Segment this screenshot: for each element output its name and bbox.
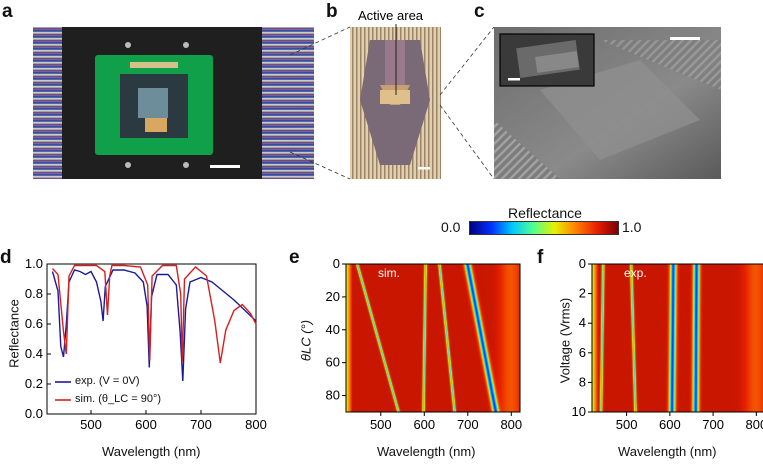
heatmap-ytick-label: 10 xyxy=(572,404,586,419)
colorbar-max-label: 1.0 xyxy=(622,219,642,235)
chart-d-ytick-label: 0.2 xyxy=(25,376,43,391)
heatmap-ytick-label: 6 xyxy=(579,345,586,360)
heatmap-ytick-label: 80 xyxy=(326,388,340,403)
heatmap-ytick-label: 60 xyxy=(326,355,340,370)
scale-bar-c xyxy=(670,37,700,40)
series-line-sim xyxy=(51,264,257,364)
heatmap-xtick-label: 700 xyxy=(702,417,724,432)
heatmap-xtick-label: 600 xyxy=(659,417,681,432)
colorbar-min-label: 0.0 xyxy=(441,219,461,235)
heatmap-ytick-label: 4 xyxy=(579,315,586,330)
chart-d-ytick-label: 0.4 xyxy=(25,346,43,361)
heatmap-frame xyxy=(345,263,521,413)
heatmap-ytick-label: 8 xyxy=(579,374,586,389)
heatmap-sim-canvas xyxy=(346,264,520,412)
chart-d-xtick-label: 700 xyxy=(190,417,212,432)
heatmap-frame xyxy=(591,263,763,413)
panel-label-d: d xyxy=(0,247,12,268)
heatmap-ytick-label: 0 xyxy=(579,256,586,271)
heatmap-xtick-label: 600 xyxy=(413,417,435,432)
chart-d-ytick-label: 0.0 xyxy=(25,406,43,421)
series-line-exp xyxy=(51,269,257,382)
heatmap-ytick-label: 20 xyxy=(326,289,340,304)
photo-chip-carrier xyxy=(33,27,314,179)
scale-bar-c-inset xyxy=(508,78,520,81)
panel-label-f: f xyxy=(537,247,544,268)
photo-device-micrograph xyxy=(350,27,441,179)
legend-entry-sim: sim. (θ_LC = 90°) xyxy=(75,393,162,405)
scale-bar-b xyxy=(418,167,430,170)
heatmap-xtick-label: 500 xyxy=(616,417,638,432)
legend-entry-exp: exp. (V = 0V) xyxy=(75,375,140,387)
heatmap-xtick-label: 800 xyxy=(745,417,763,432)
chart-e-xlabel: Wavelength (nm) xyxy=(377,444,476,459)
colorbar-title: Reflectance xyxy=(508,205,582,221)
chart-d-xlabel: Wavelength (nm) xyxy=(102,444,201,459)
panel-label-a: a xyxy=(2,1,13,22)
heatmap-ytick-label: 0 xyxy=(333,256,340,271)
chart-d-xtick-label: 800 xyxy=(245,417,267,432)
chart-d-ytick-label: 0.8 xyxy=(25,286,43,301)
chart-d-frame xyxy=(46,263,257,415)
zoom-connectors xyxy=(289,26,495,180)
heatmap-xtick-label: 500 xyxy=(370,417,392,432)
heatmap-sim-inset-label: sim. xyxy=(378,266,400,280)
chart-d-ytick-label: 1.0 xyxy=(25,256,43,271)
panel-label-c: c xyxy=(474,1,485,22)
panel-label-e: e xyxy=(289,247,300,268)
panel-label-b: b xyxy=(326,1,338,22)
heatmap-ytick-label: 40 xyxy=(326,322,340,337)
chart-d-xtick-label: 600 xyxy=(135,417,157,432)
heatmap-exp-canvas xyxy=(592,264,763,412)
heatmap-xtick-label: 800 xyxy=(500,417,522,432)
chart-d-xtick-label: 500 xyxy=(80,417,102,432)
chart-f-xlabel: Wavelength (nm) xyxy=(618,444,717,459)
chart-d-ytick-label: 0.6 xyxy=(25,316,43,331)
photo-sem-image xyxy=(494,27,721,179)
heatmap-exp-inset-label: exp. xyxy=(624,266,647,280)
colorbar xyxy=(469,221,619,235)
heatmap-ytick-label: 2 xyxy=(579,286,586,301)
chart-f-ylabel: Voltage (Vrms) xyxy=(557,297,573,384)
active-area-annotation: Active area xyxy=(358,8,424,23)
heatmap-xtick-label: 700 xyxy=(457,417,479,432)
scale-bar-a xyxy=(210,165,240,168)
